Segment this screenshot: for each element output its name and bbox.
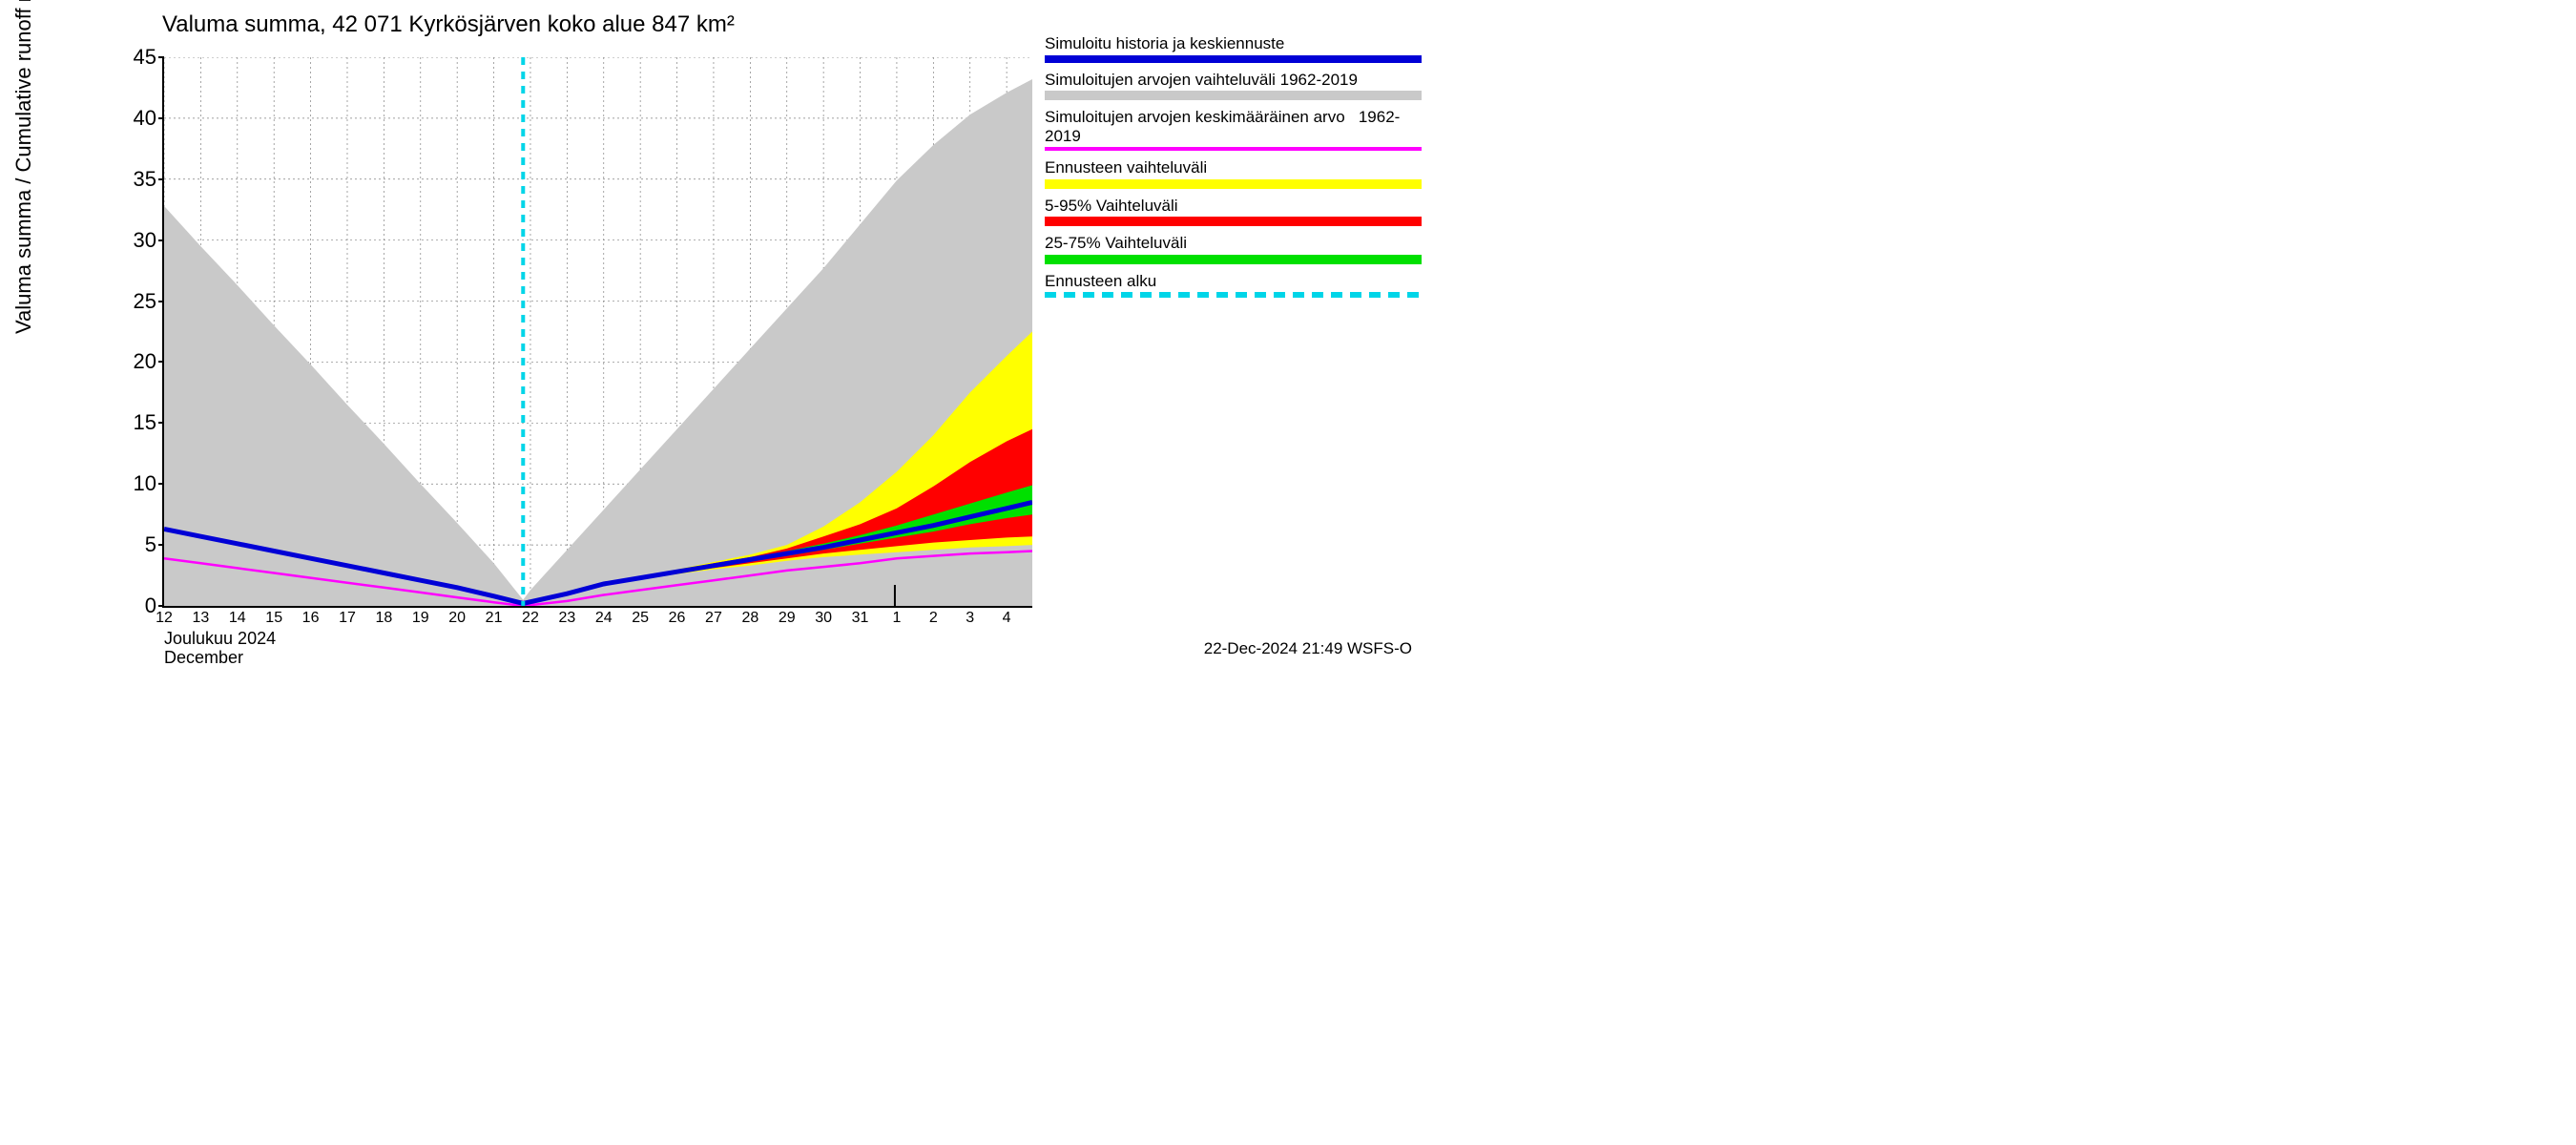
x-tick-label: 4: [1003, 610, 1011, 627]
x-tick-label: 1: [892, 610, 901, 627]
legend-item: Ennusteen alku: [1045, 272, 1422, 299]
month-label-fi: Joulukuu 2024: [164, 629, 276, 649]
x-tick-label: 12: [156, 610, 173, 627]
x-tick-label: 29: [779, 610, 796, 627]
legend-item: 25-75% Vaihteluväli: [1045, 234, 1422, 264]
chart-title: Valuma summa, 42 071 Kyrkösjärven koko a…: [162, 11, 735, 38]
month-label-en: December: [164, 648, 243, 668]
legend-swatch: [1045, 91, 1422, 100]
x-tick-label: 2: [929, 610, 938, 627]
legend-item-label: Simuloitujen arvojen vaihteluväli 1962-2…: [1045, 71, 1422, 91]
legend-swatch: [1045, 147, 1422, 151]
x-tick-label: 25: [632, 610, 649, 627]
x-tick-label: 14: [229, 610, 246, 627]
footer-timestamp: 22-Dec-2024 21:49 WSFS-O: [1204, 639, 1412, 658]
legend-item-label: Simuloitu historia ja keskiennuste: [1045, 34, 1422, 54]
legend-item-label: 5-95% Vaihteluväli: [1045, 197, 1422, 217]
legend-swatch: [1045, 255, 1422, 264]
x-tick-label: 31: [852, 610, 869, 627]
legend-swatch: [1045, 179, 1422, 189]
legend-item-label: Simuloitujen arvojen keskimääräinen arvo…: [1045, 108, 1422, 146]
x-tick-label: 21: [486, 610, 503, 627]
y-tick-label: 15: [134, 410, 156, 435]
y-tick-label: 10: [134, 471, 156, 496]
y-axis-label: Valuma summa / Cumulative runoff mm: [11, 0, 36, 334]
x-tick-label: 30: [815, 610, 832, 627]
x-tick-label: 3: [966, 610, 974, 627]
y-tick-label: 25: [134, 289, 156, 314]
legend-item: Simuloitu historia ja keskiennuste: [1045, 34, 1422, 63]
y-tick-label: 30: [134, 228, 156, 253]
x-tick-label: 17: [339, 610, 356, 627]
legend-item-label: Ennusteen alku: [1045, 272, 1422, 292]
legend-item: Simuloitujen arvojen vaihteluväli 1962-2…: [1045, 71, 1422, 101]
plot-area: 0510152025303540451213141516171819202122…: [162, 57, 1032, 608]
legend-item: Simuloitujen arvojen keskimääräinen arvo…: [1045, 108, 1422, 151]
x-tick-label: 20: [448, 610, 466, 627]
legend-swatch: [1045, 55, 1422, 63]
y-tick-label: 45: [134, 45, 156, 70]
chart-container: Valuma summa, 42 071 Kyrkösjärven koko a…: [0, 0, 1431, 668]
x-tick-label: 16: [302, 610, 320, 627]
x-tick-label: 19: [412, 610, 429, 627]
y-tick-label: 40: [134, 106, 156, 131]
x-tick-label: 23: [558, 610, 575, 627]
x-tick-label: 22: [522, 610, 539, 627]
x-tick-label: 15: [265, 610, 282, 627]
legend-item-label: 25-75% Vaihteluväli: [1045, 234, 1422, 254]
y-tick-label: 35: [134, 167, 156, 192]
legend: Simuloitu historia ja keskiennuste Simulo…: [1045, 34, 1422, 305]
x-tick-label: 18: [375, 610, 392, 627]
legend-item: Ennusteen vaihteluväli: [1045, 158, 1422, 189]
y-tick-label: 5: [145, 532, 156, 557]
x-tick-label: 13: [192, 610, 209, 627]
x-tick-label: 24: [595, 610, 613, 627]
y-tick-label: 20: [134, 349, 156, 374]
legend-swatch: [1045, 292, 1422, 298]
legend-item-label: Ennusteen vaihteluväli: [1045, 158, 1422, 178]
x-tick-label: 26: [669, 610, 686, 627]
x-tick-label: 27: [705, 610, 722, 627]
legend-item: 5-95% Vaihteluväli: [1045, 197, 1422, 227]
legend-swatch: [1045, 217, 1422, 226]
x-tick-label: 28: [741, 610, 758, 627]
